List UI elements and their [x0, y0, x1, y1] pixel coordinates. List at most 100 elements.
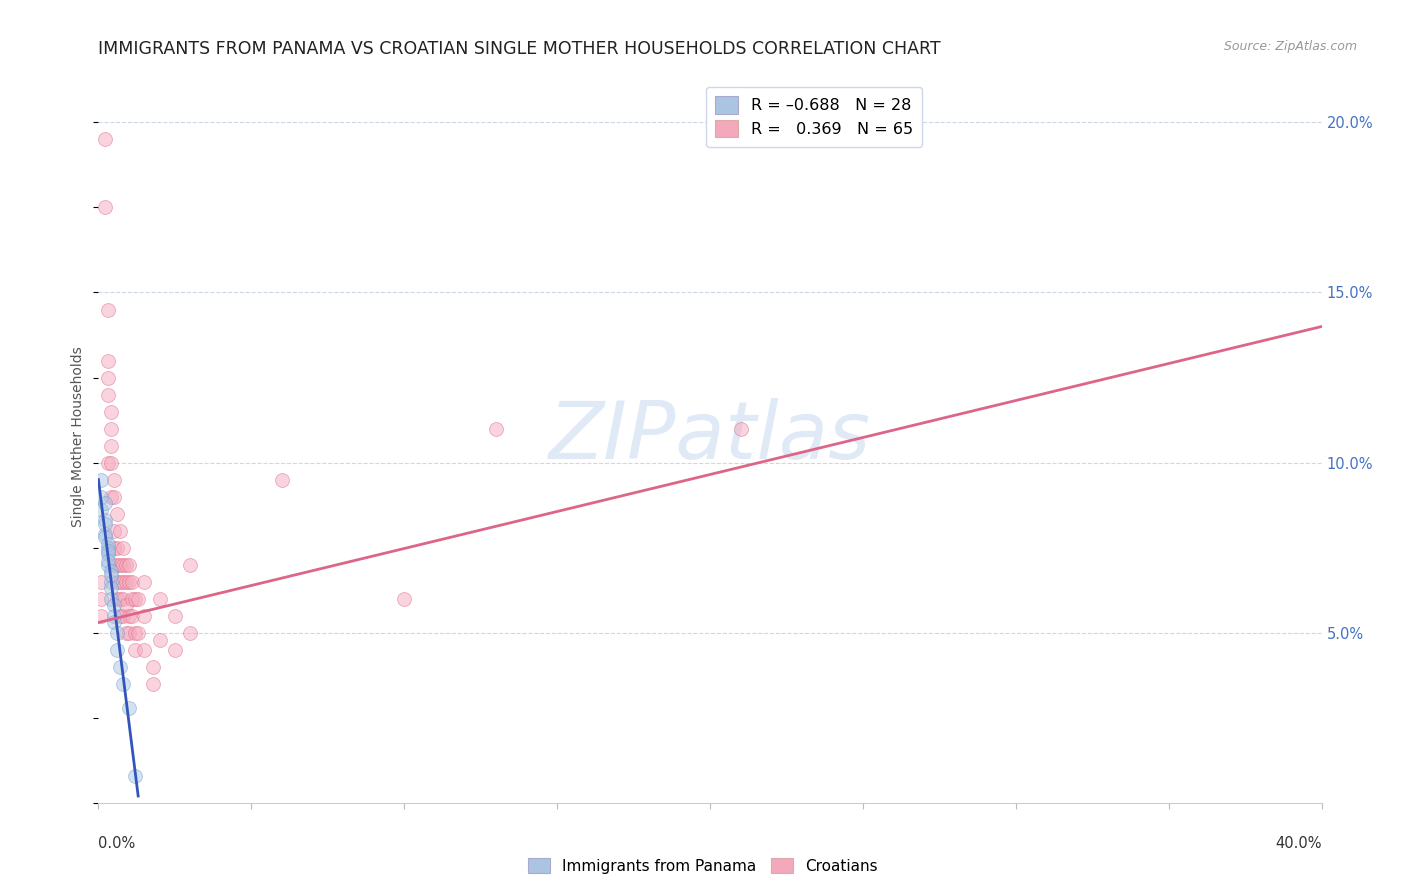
Point — [90, 490, 112, 504]
Point — [97, 370, 120, 384]
Point — [93, 513, 115, 527]
Point — [97, 387, 120, 401]
Point — [97, 554, 120, 568]
Text: 0.0%: 0.0% — [98, 836, 135, 851]
Point — [118, 700, 141, 714]
Point — [103, 524, 125, 538]
Point — [127, 591, 149, 606]
Point — [105, 558, 128, 572]
Point — [105, 642, 128, 657]
Point — [100, 421, 122, 435]
Point — [124, 591, 146, 606]
Point — [100, 574, 122, 589]
Point — [97, 456, 120, 470]
Point — [149, 591, 172, 606]
Point — [97, 558, 120, 572]
Point — [103, 608, 125, 623]
Point — [100, 404, 122, 418]
Point — [90, 473, 112, 487]
Legend: R = –0.688   N = 28, R =   0.369   N = 65: R = –0.688 N = 28, R = 0.369 N = 65 — [706, 87, 922, 147]
Point — [103, 599, 125, 613]
Text: 40.0%: 40.0% — [1275, 836, 1322, 851]
Point — [100, 439, 122, 453]
Point — [118, 558, 141, 572]
Point — [108, 659, 131, 673]
Point — [118, 625, 141, 640]
Point — [179, 625, 201, 640]
Point — [149, 632, 172, 647]
Point — [115, 574, 138, 589]
Point — [93, 516, 115, 531]
Point — [90, 608, 112, 623]
Point — [485, 421, 508, 435]
Point — [103, 558, 125, 572]
Point — [111, 677, 134, 691]
Point — [105, 507, 128, 521]
Point — [115, 558, 138, 572]
Point — [134, 574, 156, 589]
Point — [97, 541, 120, 555]
Point — [100, 565, 122, 579]
Point — [111, 558, 134, 572]
Point — [103, 615, 125, 630]
Point — [108, 574, 131, 589]
Point — [730, 421, 752, 435]
Point — [103, 541, 125, 555]
Text: IMMIGRANTS FROM PANAMA VS CROATIAN SINGLE MOTHER HOUSEHOLDS CORRELATION CHART: IMMIGRANTS FROM PANAMA VS CROATIAN SINGL… — [98, 40, 941, 58]
Point — [97, 537, 120, 551]
Point — [115, 599, 138, 613]
Point — [105, 541, 128, 555]
Point — [111, 541, 134, 555]
Point — [100, 567, 122, 582]
Point — [105, 574, 128, 589]
Point — [93, 531, 115, 545]
Point — [108, 591, 131, 606]
Point — [93, 201, 115, 215]
Point — [118, 608, 141, 623]
Y-axis label: Single Mother Households: Single Mother Households — [72, 347, 86, 527]
Point — [100, 456, 122, 470]
Point — [105, 625, 128, 640]
Point — [103, 473, 125, 487]
Text: ZIPatlas: ZIPatlas — [548, 398, 872, 476]
Point — [163, 642, 186, 657]
Point — [124, 768, 146, 782]
Point — [97, 548, 120, 562]
Point — [108, 524, 131, 538]
Point — [121, 574, 143, 589]
Point — [179, 558, 201, 572]
Point — [111, 591, 134, 606]
Point — [134, 642, 156, 657]
Point — [121, 591, 143, 606]
Point — [93, 527, 115, 541]
Point — [108, 608, 131, 623]
Point — [118, 574, 141, 589]
Point — [100, 582, 122, 596]
Point — [97, 353, 120, 368]
Point — [93, 496, 115, 510]
Point — [97, 544, 120, 558]
Point — [142, 659, 165, 673]
Point — [124, 642, 146, 657]
Point — [97, 302, 120, 317]
Point — [127, 625, 149, 640]
Point — [124, 625, 146, 640]
Legend: Immigrants from Panama, Croatians: Immigrants from Panama, Croatians — [522, 852, 884, 880]
Point — [90, 574, 112, 589]
Point — [105, 591, 128, 606]
Point — [103, 490, 125, 504]
Point — [392, 591, 416, 606]
Point — [142, 677, 165, 691]
Point — [90, 503, 112, 517]
Point — [93, 132, 115, 146]
Point — [90, 591, 112, 606]
Point — [115, 625, 138, 640]
Point — [121, 608, 143, 623]
Point — [163, 608, 186, 623]
Point — [100, 490, 122, 504]
Point — [270, 473, 292, 487]
Point — [111, 608, 134, 623]
Point — [111, 574, 134, 589]
Text: Source: ZipAtlas.com: Source: ZipAtlas.com — [1223, 40, 1357, 54]
Point — [100, 591, 122, 606]
